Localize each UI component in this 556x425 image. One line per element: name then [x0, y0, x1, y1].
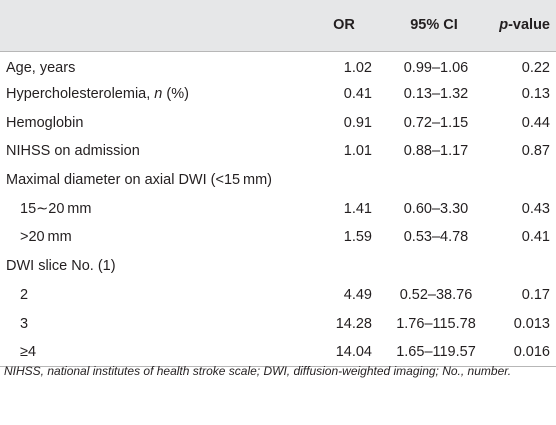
row-or: 4.49 [343, 286, 372, 303]
odds-ratio-table: OR 95% CI p-value Age, years 1.02 0.99–1… [0, 0, 556, 368]
row-p: 0.44 [521, 114, 550, 131]
table-row: 3 14.28 1.76–115.78 0.013 [0, 309, 556, 338]
row-label-italic: n [154, 86, 163, 103]
row-ci: 1.65–119.57 [378, 337, 482, 368]
row-p: 0.87 [521, 143, 550, 160]
row-label: Age, years [6, 59, 76, 76]
row-p: 0.13 [521, 86, 550, 103]
row-label-pre: Hypercholesterolemia, [6, 86, 155, 103]
row-label: 15∼20 mm [20, 200, 92, 217]
header-p-italic: p [499, 17, 509, 34]
header-ci: 95% CI [378, 0, 482, 52]
row-label: Hypercholesterolemia, n (%) [0, 80, 296, 109]
table-row: Hemoglobin 0.91 0.72–1.15 0.44 [0, 108, 556, 137]
row-p: 0.17 [521, 286, 550, 303]
table-row: >20 mm 1.59 0.53–4.78 0.41 [0, 223, 556, 252]
row-p: 0.41 [521, 229, 550, 246]
table-row: NIHSS on admission 1.01 0.88–1.17 0.87 [0, 137, 556, 166]
row-ci: 0.60–3.30 [403, 200, 469, 217]
row-ci: 0.99–1.06 [403, 59, 469, 76]
row-ci: 1.76–115.78 [396, 315, 476, 332]
table-row-group-heading: DWI slice No. (1) [0, 252, 556, 281]
row-p: 0.22 [521, 59, 550, 76]
table-row-group-heading: Maximal diameter on axial DWI (<15 mm) [0, 166, 556, 195]
row-or: 1.02 [343, 59, 372, 76]
row-or: 1.41 [343, 200, 372, 217]
row-label: NIHSS on admission [6, 143, 140, 160]
table-footnote: NIHSS, national institutes of health str… [4, 364, 512, 378]
table-body: Age, years 1.02 0.99–1.06 0.22 Hyperchol… [0, 51, 556, 368]
header-p-suffix: -value [508, 17, 550, 34]
row-label-post: (%) [162, 86, 189, 103]
table-row: Age, years 1.02 0.99–1.06 0.22 [0, 51, 556, 80]
row-label: DWI slice No. (1) [6, 258, 116, 275]
row-label: 2 [20, 286, 29, 303]
row-or: 14.28 [335, 315, 372, 332]
row-or: 0.91 [343, 114, 372, 131]
row-label: Maximal diameter on axial DWI (<15 mm) [6, 172, 272, 189]
row-ci: 0.72–1.15 [403, 114, 469, 131]
table-header: OR 95% CI p-value [0, 0, 556, 52]
header-or: OR [296, 0, 378, 52]
header-row: OR 95% CI p-value [0, 0, 556, 52]
row-p: 0.013 [513, 315, 550, 332]
row-label: >20 mm [20, 229, 72, 246]
row-ci: 0.88–1.17 [403, 143, 469, 160]
row-ci: 0.53–4.78 [403, 229, 469, 246]
row-or: 14.04 [296, 337, 378, 368]
row-ci: 0.52–38.76 [399, 286, 473, 303]
row-or: 1.59 [343, 229, 372, 246]
row-p: 0.43 [521, 200, 550, 217]
row-ci: 0.13–1.32 [403, 86, 469, 103]
header-label [0, 0, 296, 52]
row-or: 1.01 [343, 143, 372, 160]
table-row: Hypercholesterolemia, n (%) 0.41 0.13–1.… [0, 80, 556, 109]
row-label: ≥4 [0, 337, 296, 368]
table-row: 2 4.49 0.52–38.76 0.17 [0, 281, 556, 310]
row-or: 0.41 [343, 86, 372, 103]
row-p: 0.016 [482, 337, 556, 368]
table-row: ≥4 14.04 1.65–119.57 0.016 [0, 337, 556, 368]
table-row: 15∼20 mm 1.41 0.60–3.30 0.43 [0, 194, 556, 223]
header-p-value: p-value [482, 0, 556, 52]
row-label: 3 [20, 315, 29, 332]
row-label: Hemoglobin [6, 114, 84, 131]
